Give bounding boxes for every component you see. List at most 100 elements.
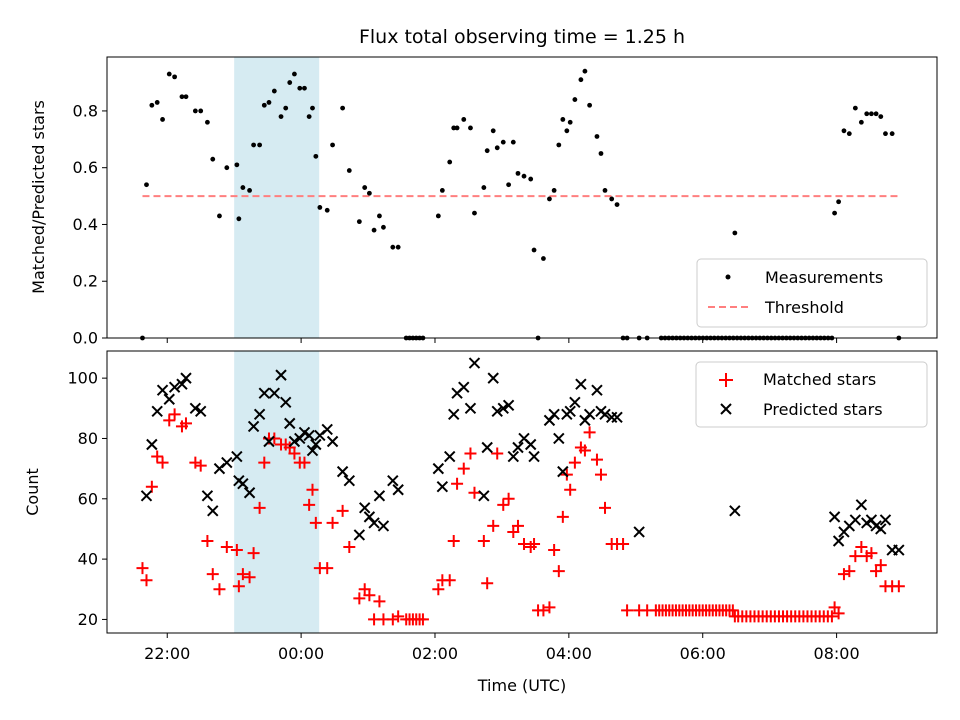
top-y-tick-label: 0.0: [73, 329, 98, 348]
bottom-axes-frame: [106, 350, 938, 634]
measurement-point: [531, 247, 537, 253]
measurement-point: [541, 256, 546, 261]
predicted-star-point: [358, 502, 371, 514]
legend-matched-marker: [719, 373, 733, 387]
predicted-star-point: [237, 477, 249, 490]
predicted-star-point: [487, 372, 499, 384]
matched-star-point: [432, 583, 445, 596]
matched-star-point: [870, 565, 883, 578]
measurement-point: [556, 142, 562, 148]
measurement-point: [869, 111, 874, 117]
measurement-point: [210, 156, 216, 162]
measurement-point: [494, 145, 500, 151]
matched-star-point: [168, 408, 181, 421]
predicted-star-point: [306, 444, 319, 457]
x-tick-label: 08:00: [814, 644, 860, 663]
measurement-point: [878, 114, 884, 120]
predicted-star-point: [557, 465, 569, 478]
measurement-point: [500, 139, 506, 145]
measurement-point: [313, 153, 319, 159]
matched-star-point: [599, 501, 611, 514]
matched-star-point: [491, 447, 504, 460]
matched-star-point: [497, 498, 510, 511]
matched-star-point: [220, 541, 233, 554]
measurement-point: [330, 142, 335, 148]
measurement-point: [609, 196, 615, 202]
x-tick-label: 00:00: [278, 644, 324, 663]
matched-star-point: [201, 535, 214, 548]
matched-star-point: [258, 456, 271, 469]
measurement-point: [160, 117, 165, 122]
measurement-point: [240, 185, 246, 190]
predicted-star-point: [548, 408, 560, 421]
measurement-point: [236, 216, 242, 222]
predicted-star-point: [448, 408, 460, 421]
chart-title: Flux total observing time = 1.25 h: [359, 26, 685, 48]
measurement-point: [377, 213, 382, 219]
matched-star-point: [518, 538, 531, 551]
measurement-point: [381, 224, 386, 230]
top-x-ticks: [166, 338, 838, 343]
measurement-point: [261, 102, 267, 108]
measurement-point: [547, 196, 552, 202]
matched-star-point: [288, 447, 301, 460]
top-y-axis-label: Matched/Predicted stars: [29, 100, 48, 294]
measurement-point: [356, 219, 362, 225]
measurement-point: [144, 182, 149, 188]
matched-star-point: [321, 562, 334, 575]
measurement-point: [461, 117, 467, 122]
predicted-star-point: [146, 438, 158, 451]
predicted-star-point: [553, 432, 565, 445]
measurement-point: [515, 170, 521, 176]
measurement-point: [310, 105, 315, 111]
bottom-shaded-interval: [234, 351, 320, 633]
matched-star-point: [303, 498, 316, 511]
matched-star-point: [828, 601, 841, 614]
predicted-star-point: [458, 381, 470, 393]
measurement-point: [251, 142, 256, 148]
measurement-point: [205, 119, 210, 125]
matched-star-point: [243, 571, 256, 584]
matched-star-point: [253, 501, 266, 514]
matched-star-point: [416, 613, 429, 626]
top-y-tick-label: 0.6: [73, 158, 98, 177]
measurement-point: [889, 131, 895, 137]
top-panel: 0.0 0.2 0.4 0.6 0.8 Flux total observing tim…: [29, 26, 938, 348]
matched-star-point: [306, 483, 319, 496]
bottom-y-axis-label: Count: [23, 468, 42, 516]
matched-star-point: [232, 580, 245, 593]
matched-star-point: [156, 456, 169, 469]
matched-star-point: [590, 453, 603, 466]
bottom-legend: Matched stars Predicted stars: [695, 361, 928, 428]
predicted-star-point: [528, 450, 540, 463]
measurement-point: [154, 100, 160, 105]
matched-star-point: [556, 510, 569, 523]
predicted-star-point: [303, 429, 315, 442]
measurement-point: [578, 77, 584, 83]
measurement-point: [858, 119, 864, 125]
predicted-star-point: [392, 484, 404, 496]
measurement-point: [447, 159, 453, 165]
matched-star-point: [528, 538, 541, 551]
top-y-tick-label: 0.4: [73, 215, 98, 234]
matched-star-point: [855, 541, 868, 554]
matched-star-point: [874, 559, 887, 572]
matched-star-point: [564, 483, 577, 496]
measurement-point: [587, 102, 593, 108]
bottom-y-tick-label: 100: [67, 369, 98, 388]
measurement-point: [172, 74, 178, 80]
predicted-star-point: [387, 474, 399, 487]
predicted-star-point: [575, 378, 587, 390]
bottom-y-tick-label: 60: [78, 489, 98, 508]
measurement-point: [340, 105, 346, 111]
measurement-point: [278, 114, 284, 120]
measurement-point: [283, 105, 289, 111]
matched-star-point: [309, 516, 322, 529]
matched-star-point: [343, 541, 356, 554]
measurement-point: [390, 244, 396, 250]
measurement-point: [224, 165, 230, 171]
predicted-star-point: [502, 399, 515, 411]
matched-star-point: [578, 444, 591, 457]
matched-star-point: [552, 565, 565, 578]
